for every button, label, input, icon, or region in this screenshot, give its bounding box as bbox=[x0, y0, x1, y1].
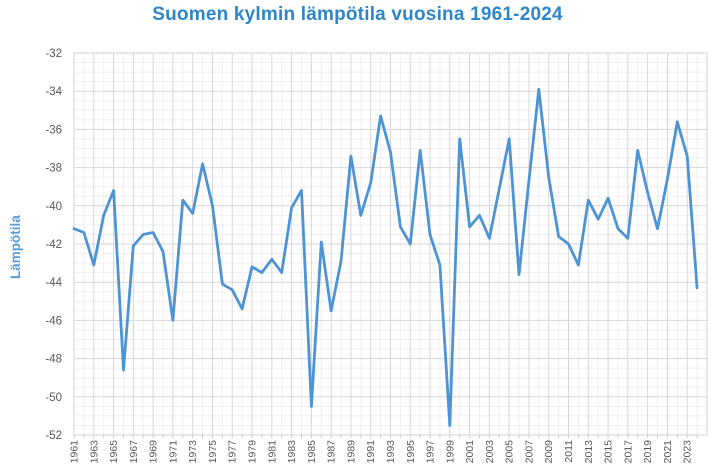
x-tick-label: 2023 bbox=[682, 440, 694, 464]
x-tick-label: 2021 bbox=[662, 440, 674, 464]
x-tick-label: 1967 bbox=[128, 440, 140, 464]
y-tick-label: -36 bbox=[45, 124, 62, 136]
x-tick-label: 1963 bbox=[88, 440, 100, 464]
y-tick-label: -44 bbox=[45, 277, 62, 289]
x-tick-label: 1981 bbox=[266, 440, 278, 464]
major-gridlines bbox=[73, 52, 707, 436]
y-tick-label: -46 bbox=[45, 315, 62, 327]
x-tick-label: 2001 bbox=[464, 440, 476, 464]
x-tick-label: 1975 bbox=[207, 440, 219, 464]
x-tick-label: 2007 bbox=[523, 440, 535, 464]
y-tick-label: -48 bbox=[45, 354, 62, 366]
y-tick-label: -40 bbox=[45, 201, 62, 213]
x-tick-label: 2011 bbox=[563, 440, 575, 463]
x-tick-label: 2019 bbox=[642, 440, 654, 464]
y-tick-label: -34 bbox=[45, 86, 62, 98]
x-tick-label: 1979 bbox=[247, 440, 259, 464]
x-tick-label: 2009 bbox=[543, 440, 555, 464]
x-tick-label: 1993 bbox=[385, 440, 397, 464]
x-axis-tick-marks bbox=[73, 435, 698, 438]
x-tick-label: 1977 bbox=[227, 440, 239, 464]
x-tick-label: 1999 bbox=[444, 440, 456, 464]
x-tick-label: 1991 bbox=[365, 440, 377, 464]
y-tick-label: -38 bbox=[45, 163, 62, 175]
temperature-series-line bbox=[72, 87, 699, 427]
y-tick-label: -42 bbox=[45, 239, 62, 251]
y-axis-tick-labels: -32 -34 -36 -38 -40 -42 -44 -46 -48 -50 -52 bbox=[45, 48, 62, 442]
x-tick-label: 1965 bbox=[108, 440, 120, 464]
x-tick-label: 2017 bbox=[622, 440, 634, 464]
x-tick-label: 1973 bbox=[187, 440, 199, 464]
x-tick-label: 1995 bbox=[405, 440, 417, 464]
y-tick-label: -50 bbox=[45, 392, 62, 404]
y-tick-label: -52 bbox=[45, 430, 62, 442]
x-tick-label: 2015 bbox=[603, 440, 615, 464]
y-tick-label: -32 bbox=[45, 48, 62, 60]
x-tick-label: 1997 bbox=[425, 440, 437, 464]
x-tick-label: 1961 bbox=[69, 440, 81, 464]
x-tick-label: 2005 bbox=[504, 440, 516, 464]
x-tick-label: 2013 bbox=[583, 440, 595, 464]
x-tick-label: 1971 bbox=[167, 440, 179, 464]
chart-title: Suomen kylmin lämpötila vuosina 1961-202… bbox=[152, 4, 563, 25]
x-tick-label: 1985 bbox=[306, 440, 318, 464]
x-tick-label: 2003 bbox=[484, 440, 496, 464]
x-axis-tick-labels: 1961 1963 1965 1967 1969 1971 1973 1975 1977 1979… bbox=[69, 440, 694, 464]
x-tick-label: 1983 bbox=[286, 440, 298, 464]
x-tick-label: 1987 bbox=[326, 440, 338, 464]
y-axis-title: Lämpötila bbox=[8, 215, 23, 279]
x-tick-label: 1969 bbox=[148, 440, 160, 464]
x-tick-label: 1989 bbox=[345, 440, 357, 464]
